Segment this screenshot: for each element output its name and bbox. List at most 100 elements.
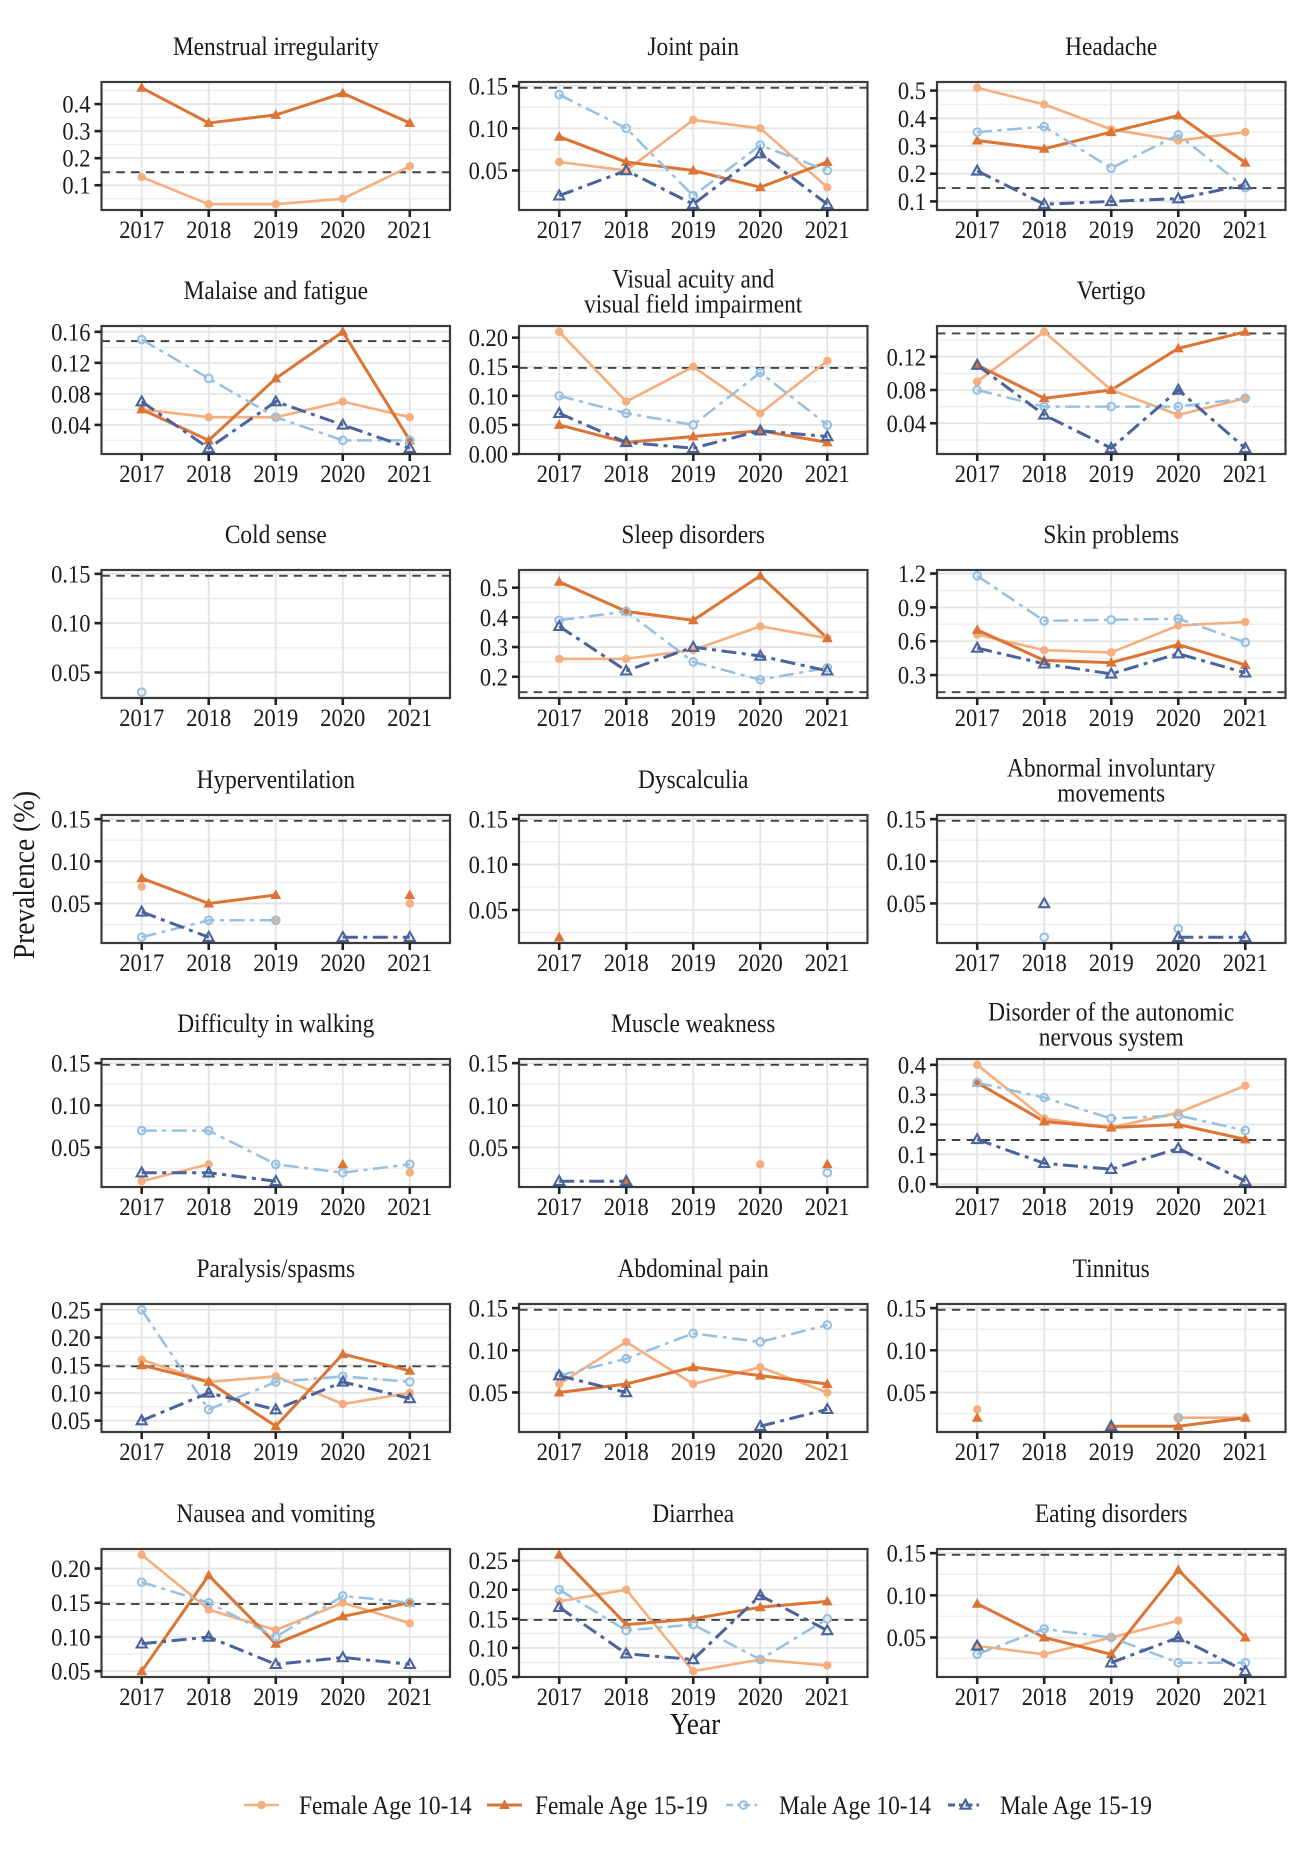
- svg-text:2020: 2020: [1156, 1439, 1201, 1466]
- svg-text:0.12: 0.12: [887, 344, 926, 371]
- svg-text:2020: 2020: [738, 217, 783, 244]
- svg-text:2019: 2019: [1089, 1194, 1134, 1221]
- svg-text:0.10: 0.10: [51, 1380, 90, 1407]
- svg-text:2019: 2019: [253, 217, 298, 244]
- svg-text:0.15: 0.15: [887, 1541, 926, 1568]
- svg-text:0.05: 0.05: [51, 1135, 90, 1162]
- svg-text:0.10: 0.10: [51, 611, 90, 638]
- svg-text:2020: 2020: [738, 1684, 783, 1711]
- svg-text:0.4: 0.4: [62, 92, 90, 119]
- svg-text:0.15: 0.15: [887, 1296, 926, 1323]
- svg-text:2021: 2021: [387, 1439, 432, 1466]
- svg-text:0.4: 0.4: [480, 605, 508, 632]
- svg-text:2020: 2020: [1156, 461, 1201, 488]
- svg-text:2020: 2020: [320, 950, 365, 977]
- svg-text:2021: 2021: [805, 705, 850, 732]
- svg-text:2018: 2018: [1022, 1684, 1067, 1711]
- svg-text:2021: 2021: [1223, 705, 1268, 732]
- svg-text:2020: 2020: [1156, 950, 1201, 977]
- svg-text:2017: 2017: [955, 1439, 1000, 1466]
- svg-text:0.20: 0.20: [51, 1325, 90, 1352]
- svg-text:2019: 2019: [671, 1684, 716, 1711]
- svg-text:0.1: 0.1: [898, 189, 926, 216]
- svg-text:0.10: 0.10: [887, 849, 926, 876]
- svg-text:2020: 2020: [320, 1439, 365, 1466]
- svg-text:0.15: 0.15: [51, 1051, 90, 1078]
- svg-text:2020: 2020: [738, 1439, 783, 1466]
- svg-text:0.15: 0.15: [469, 354, 508, 381]
- svg-text:0.05: 0.05: [51, 1659, 90, 1686]
- svg-text:2018: 2018: [604, 1684, 649, 1711]
- svg-text:2019: 2019: [1089, 1439, 1134, 1466]
- svg-text:2018: 2018: [604, 461, 649, 488]
- svg-text:0.08: 0.08: [51, 381, 90, 408]
- svg-text:2018: 2018: [604, 1194, 649, 1221]
- svg-text:Female Age 15-19: Female Age 15-19: [535, 1792, 708, 1820]
- svg-text:2017: 2017: [537, 1194, 582, 1221]
- svg-text:0.25: 0.25: [469, 1548, 508, 1575]
- svg-text:2019: 2019: [1089, 1684, 1134, 1711]
- svg-text:2019: 2019: [671, 217, 716, 244]
- svg-text:0.1: 0.1: [898, 1142, 926, 1169]
- svg-text:2019: 2019: [1089, 461, 1134, 488]
- svg-text:2019: 2019: [253, 1439, 298, 1466]
- svg-text:2018: 2018: [604, 1439, 649, 1466]
- svg-text:2018: 2018: [186, 1194, 231, 1221]
- svg-text:2020: 2020: [320, 217, 365, 244]
- svg-text:0.12: 0.12: [51, 350, 90, 377]
- svg-text:2021: 2021: [1223, 1439, 1268, 1466]
- svg-text:2020: 2020: [320, 1194, 365, 1221]
- svg-text:2021: 2021: [805, 461, 850, 488]
- svg-text:2020: 2020: [320, 705, 365, 732]
- svg-text:2018: 2018: [1022, 950, 1067, 977]
- svg-text:0.2: 0.2: [898, 161, 926, 188]
- svg-text:Cold sense: Cold sense: [225, 521, 327, 549]
- svg-text:Hyperventilation: Hyperventilation: [197, 766, 355, 794]
- svg-text:0.10: 0.10: [469, 1093, 508, 1120]
- svg-text:Skin problems: Skin problems: [1043, 521, 1179, 549]
- svg-text:0.15: 0.15: [469, 806, 508, 833]
- svg-text:Sleep disorders: Sleep disorders: [621, 521, 765, 549]
- svg-text:2019: 2019: [253, 1684, 298, 1711]
- svg-text:2017: 2017: [955, 705, 1000, 732]
- svg-text:2021: 2021: [805, 1684, 850, 1711]
- svg-text:Eating disorders: Eating disorders: [1035, 1500, 1188, 1528]
- svg-text:2018: 2018: [604, 950, 649, 977]
- svg-text:0.15: 0.15: [469, 1051, 508, 1078]
- svg-text:0.05: 0.05: [469, 1664, 508, 1691]
- svg-text:2020: 2020: [320, 461, 365, 488]
- svg-text:0.3: 0.3: [62, 119, 90, 146]
- svg-text:0.4: 0.4: [898, 1052, 926, 1079]
- svg-text:Diarrhea: Diarrhea: [652, 1500, 734, 1528]
- svg-text:Difficulty in walking: Difficulty in walking: [177, 1010, 374, 1038]
- svg-text:Abnormal involuntary: Abnormal involuntary: [1007, 755, 1216, 783]
- svg-text:0.10: 0.10: [51, 849, 90, 876]
- svg-text:0.5: 0.5: [898, 78, 926, 105]
- svg-text:2019: 2019: [1089, 705, 1134, 732]
- svg-text:2017: 2017: [955, 217, 1000, 244]
- svg-text:0.10: 0.10: [51, 1624, 90, 1651]
- svg-text:0.15: 0.15: [51, 1353, 90, 1380]
- svg-text:2019: 2019: [671, 950, 716, 977]
- svg-text:2017: 2017: [955, 1194, 1000, 1221]
- svg-text:2020: 2020: [1156, 705, 1201, 732]
- svg-text:2017: 2017: [537, 1439, 582, 1466]
- svg-text:2019: 2019: [253, 1194, 298, 1221]
- svg-text:2021: 2021: [1223, 950, 1268, 977]
- svg-text:0.05: 0.05: [887, 891, 926, 918]
- svg-text:0.2: 0.2: [898, 1112, 926, 1139]
- svg-text:Female Age 10-14: Female Age 10-14: [299, 1792, 472, 1820]
- svg-text:2021: 2021: [387, 1684, 432, 1711]
- svg-text:2021: 2021: [1223, 1684, 1268, 1711]
- svg-text:Paralysis/spasms: Paralysis/spasms: [197, 1255, 356, 1283]
- svg-text:0.05: 0.05: [469, 412, 508, 439]
- svg-text:nervous system: nervous system: [1039, 1024, 1184, 1052]
- svg-text:0.4: 0.4: [898, 106, 926, 133]
- svg-text:Menstrual irregularity: Menstrual irregularity: [173, 33, 379, 61]
- svg-text:0.10: 0.10: [469, 1338, 508, 1365]
- svg-text:0.3: 0.3: [898, 1082, 926, 1109]
- svg-text:0.10: 0.10: [51, 1093, 90, 1120]
- svg-text:2018: 2018: [1022, 1439, 1067, 1466]
- svg-text:0.3: 0.3: [898, 663, 926, 690]
- svg-text:0.0: 0.0: [898, 1172, 926, 1199]
